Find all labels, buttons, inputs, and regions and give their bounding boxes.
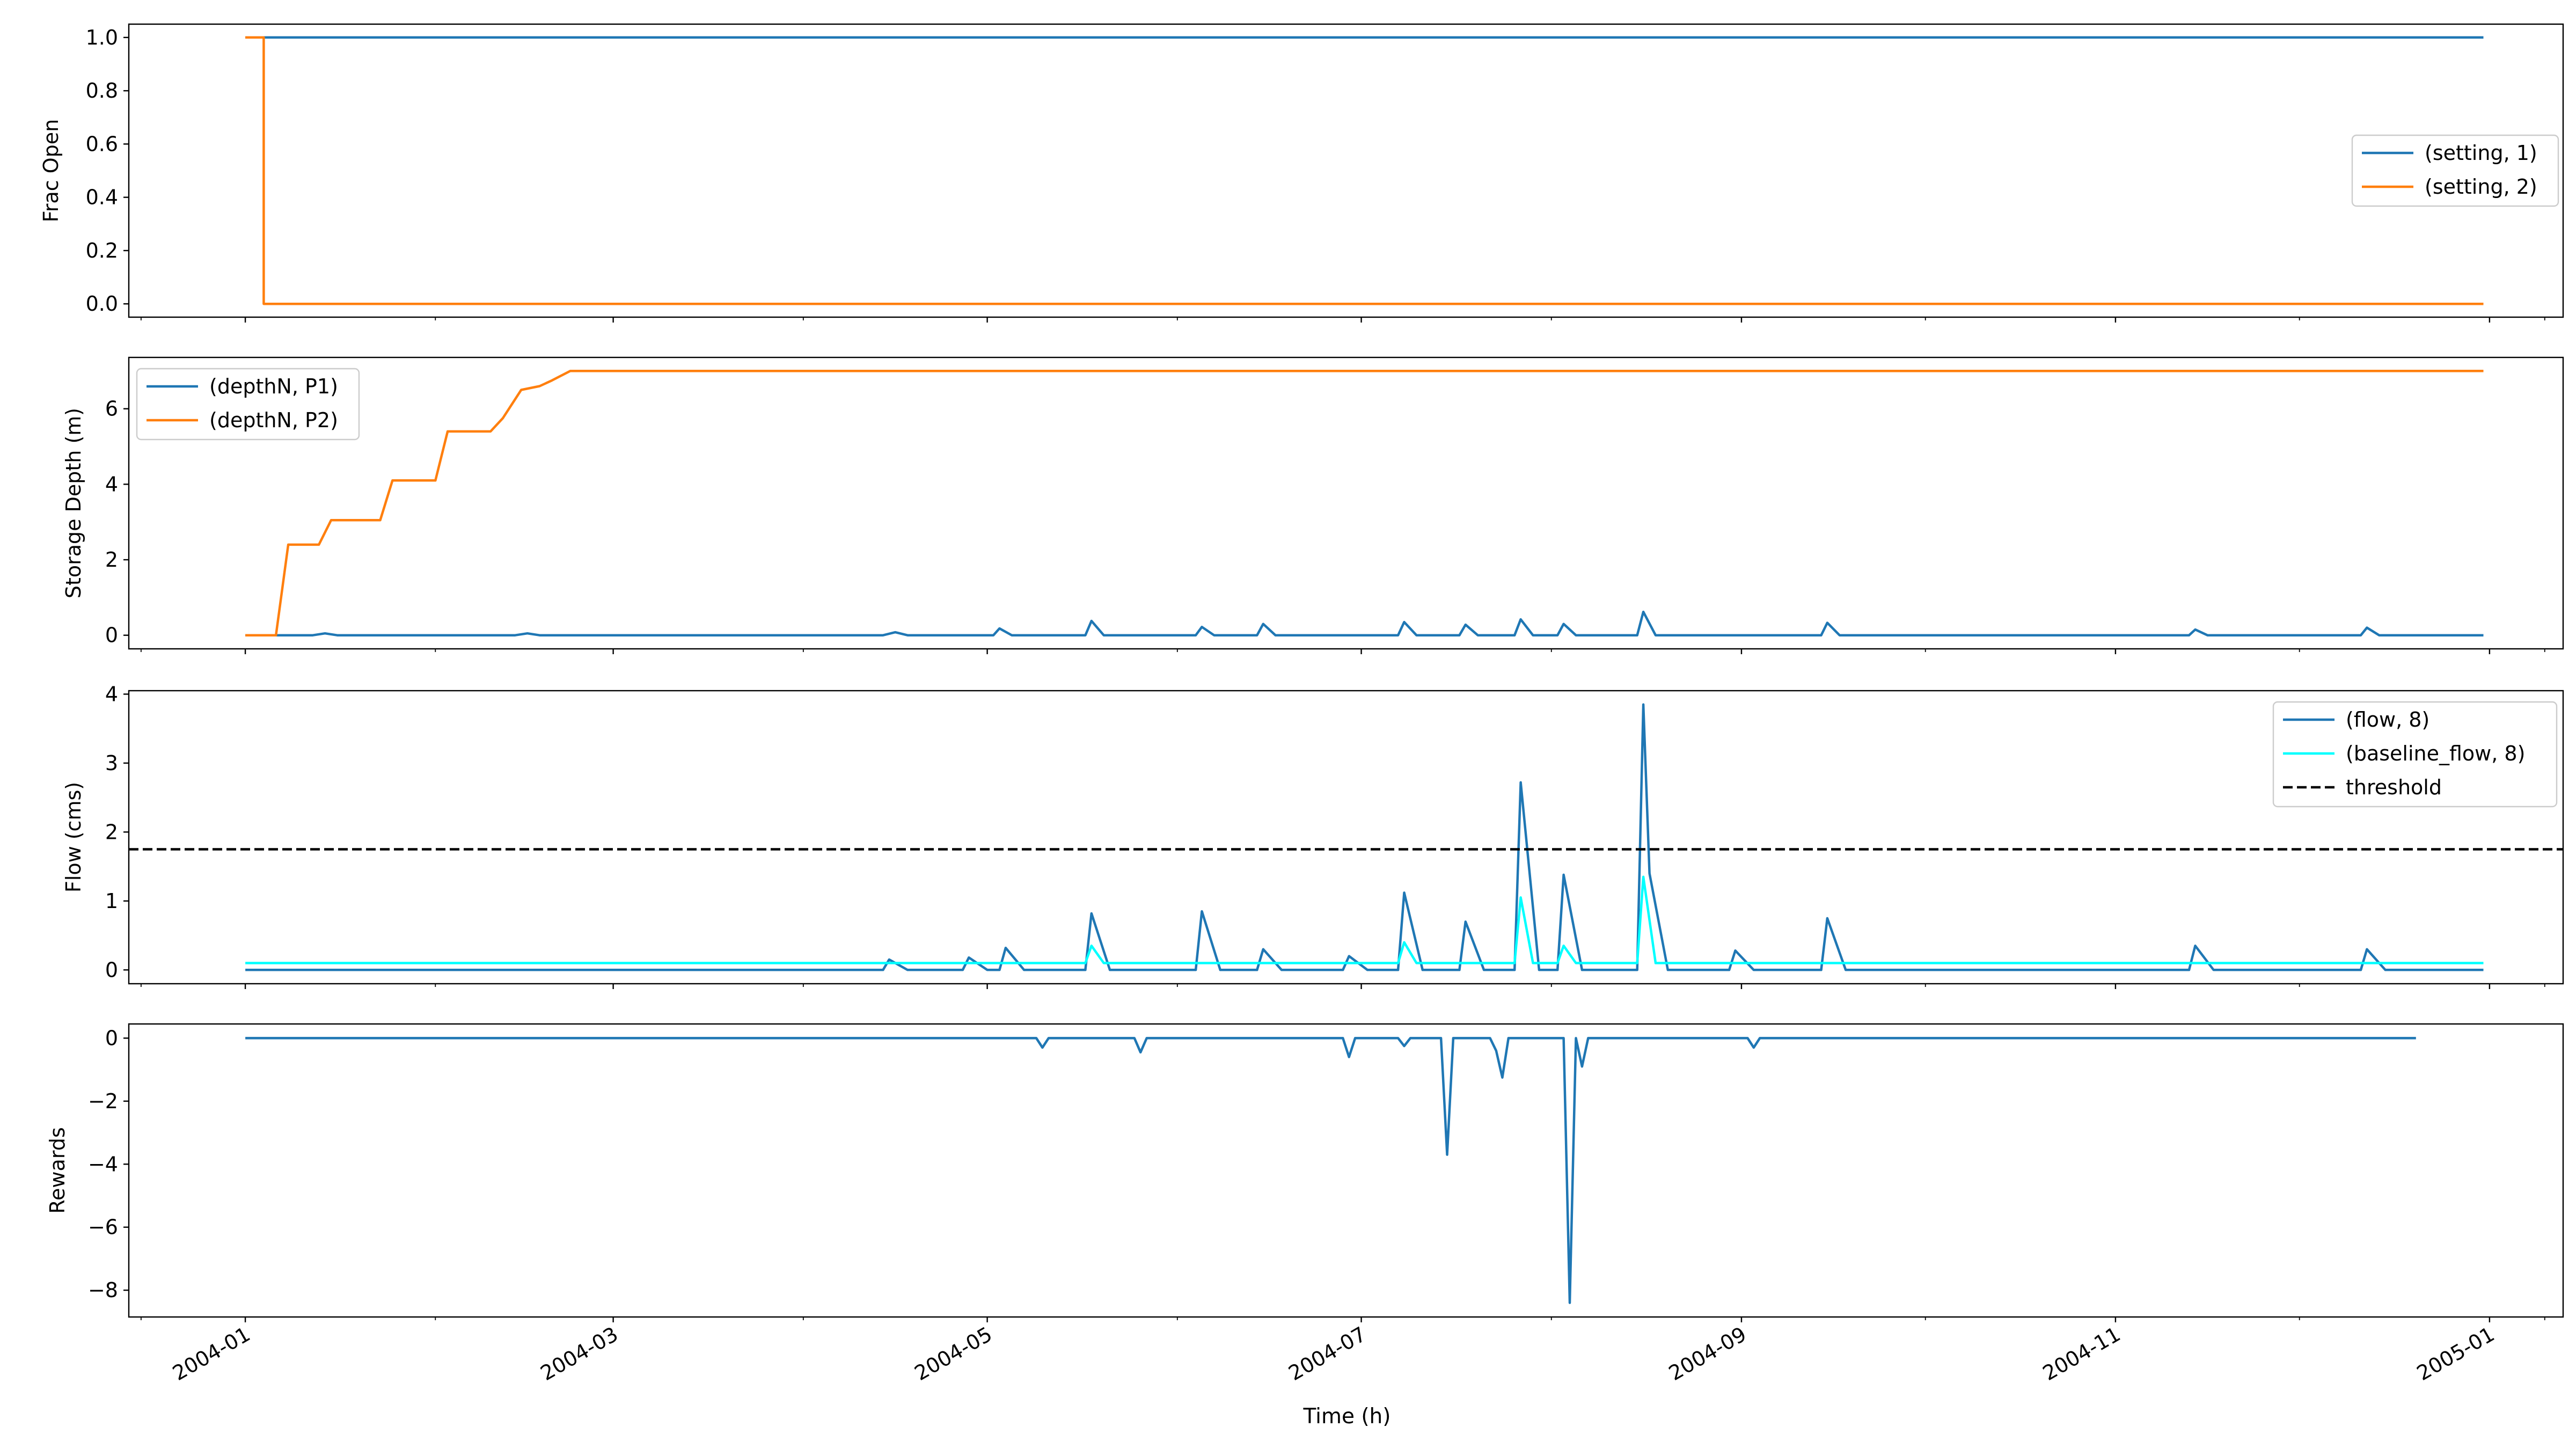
y-tick-label: 6	[105, 397, 118, 421]
legend-label: (flow, 8)	[2346, 708, 2429, 731]
x-axis-label: Time (h)	[1303, 1404, 1391, 1429]
legend-label: (setting, 1)	[2425, 141, 2537, 165]
y-tick-label: −6	[88, 1216, 118, 1239]
y-tick-label: 0	[105, 1026, 118, 1050]
legend-label: (depthN, P1)	[209, 375, 338, 398]
legend-label: (setting, 2)	[2425, 175, 2537, 199]
legend: (depthN, P1) (depthN, P2)	[137, 369, 359, 440]
y-axis-label: Flow (cms)	[62, 782, 85, 892]
legend-label: (baseline_flow, 8)	[2346, 742, 2525, 765]
y-tick-label: 2	[105, 548, 118, 572]
legend: (flow, 8) (baseline_flow, 8) threshold	[2273, 702, 2557, 807]
y-tick-label: 1.0	[86, 26, 118, 49]
y-tick-label: −2	[88, 1089, 118, 1113]
y-tick-label: 0	[105, 624, 118, 647]
y-tick-label: 0.0	[86, 292, 118, 316]
y-axis-label: Rewards	[46, 1127, 69, 1213]
y-tick-label: 0.6	[86, 132, 118, 156]
legend: (setting, 1) (setting, 2)	[2352, 135, 2558, 206]
y-tick-label: 0.2	[86, 239, 118, 262]
y-axis-label: Storage Depth (m)	[62, 408, 85, 598]
y-tick-label: 0.8	[86, 79, 118, 103]
y-axis-label: Frac Open	[39, 119, 63, 222]
legend-label: (depthN, P2)	[209, 408, 338, 432]
y-tick-label: −8	[88, 1278, 118, 1302]
legend-label: threshold	[2346, 775, 2442, 799]
y-tick-label: 4	[105, 682, 118, 706]
y-tick-label: 4	[105, 472, 118, 496]
y-tick-label: 1	[105, 889, 118, 913]
y-tick-label: 3	[105, 751, 118, 775]
y-tick-label: −4	[88, 1152, 118, 1176]
y-tick-label: 2	[105, 820, 118, 844]
y-tick-label: 0.4	[86, 186, 118, 209]
y-tick-label: 0	[105, 958, 118, 982]
